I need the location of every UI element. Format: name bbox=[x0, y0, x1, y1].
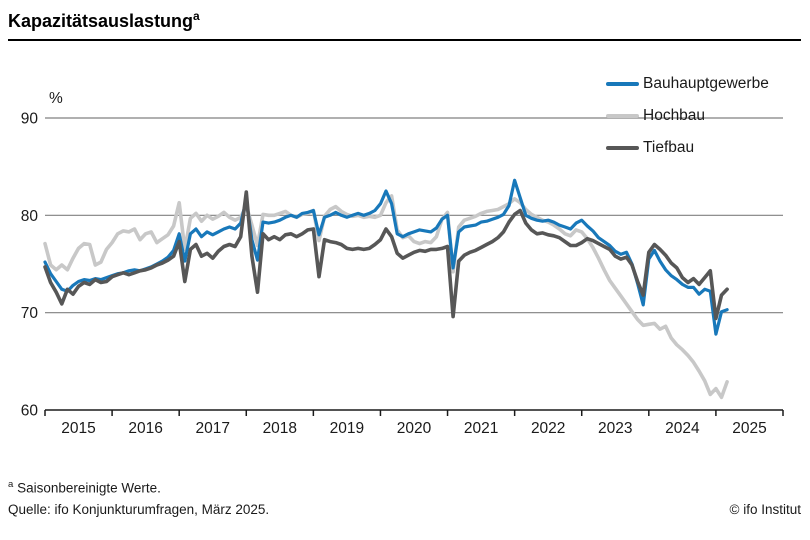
y-tick-label-70: 70 bbox=[21, 305, 39, 322]
legend-label: Tiefbau bbox=[643, 139, 695, 156]
source-line: Quelle: ifo Konjunkturumfragen, März 202… bbox=[8, 502, 270, 517]
footnote-text: Saisonbereinigte Werte. bbox=[17, 480, 161, 496]
y-tick-label-80: 80 bbox=[21, 208, 39, 225]
series-line-hochbau bbox=[43, 194, 729, 400]
page-title-footnote-marker: a bbox=[193, 9, 200, 23]
series-line-tiefbau bbox=[43, 190, 729, 321]
x-tick-label-2024: 2024 bbox=[665, 420, 700, 437]
legend-item-tiefbau: Tiefbau bbox=[606, 132, 769, 164]
legend-label: Hochbau bbox=[643, 107, 706, 124]
legend-item-hochbau: Hochbau bbox=[606, 100, 769, 132]
page-title-text: Kapazitätsauslastung bbox=[8, 11, 194, 31]
legend-line-swatch-lightgray bbox=[606, 114, 639, 118]
x-tick-label-2015: 2015 bbox=[61, 420, 95, 437]
chart-legend: Bauhauptgewerbe Hochbau Tiefbau bbox=[606, 68, 769, 164]
copyright: © ifo Institut bbox=[729, 502, 801, 517]
x-tick-label-2025: 2025 bbox=[732, 420, 766, 437]
x-tick-label-2023: 2023 bbox=[598, 420, 632, 437]
legend-label: Bauhauptgewerbe bbox=[643, 75, 769, 92]
footnote: a Saisonbereinigte Werte. bbox=[8, 479, 161, 496]
x-tick-label-2019: 2019 bbox=[330, 420, 364, 437]
x-tick-label-2021: 2021 bbox=[464, 420, 498, 437]
x-tick-label-2017: 2017 bbox=[195, 420, 229, 437]
x-tick-label-2020: 2020 bbox=[397, 420, 432, 437]
legend-line-swatch-blue bbox=[606, 82, 639, 86]
page-title: Kapazitätsauslastunga bbox=[8, 9, 200, 32]
x-tick-label-2018: 2018 bbox=[263, 420, 297, 437]
y-tick-label-60: 60 bbox=[21, 403, 39, 420]
title-divider bbox=[8, 39, 801, 41]
y-axis-unit-label: % bbox=[49, 90, 63, 107]
legend-item-bauhauptgewerbe: Bauhauptgewerbe bbox=[606, 68, 769, 100]
x-tick-label-2016: 2016 bbox=[128, 420, 162, 437]
footnote-marker: a bbox=[8, 479, 14, 490]
x-tick-label-2022: 2022 bbox=[531, 420, 565, 437]
legend-line-swatch-darkgray bbox=[606, 146, 639, 150]
y-tick-label-90: 90 bbox=[21, 111, 39, 128]
